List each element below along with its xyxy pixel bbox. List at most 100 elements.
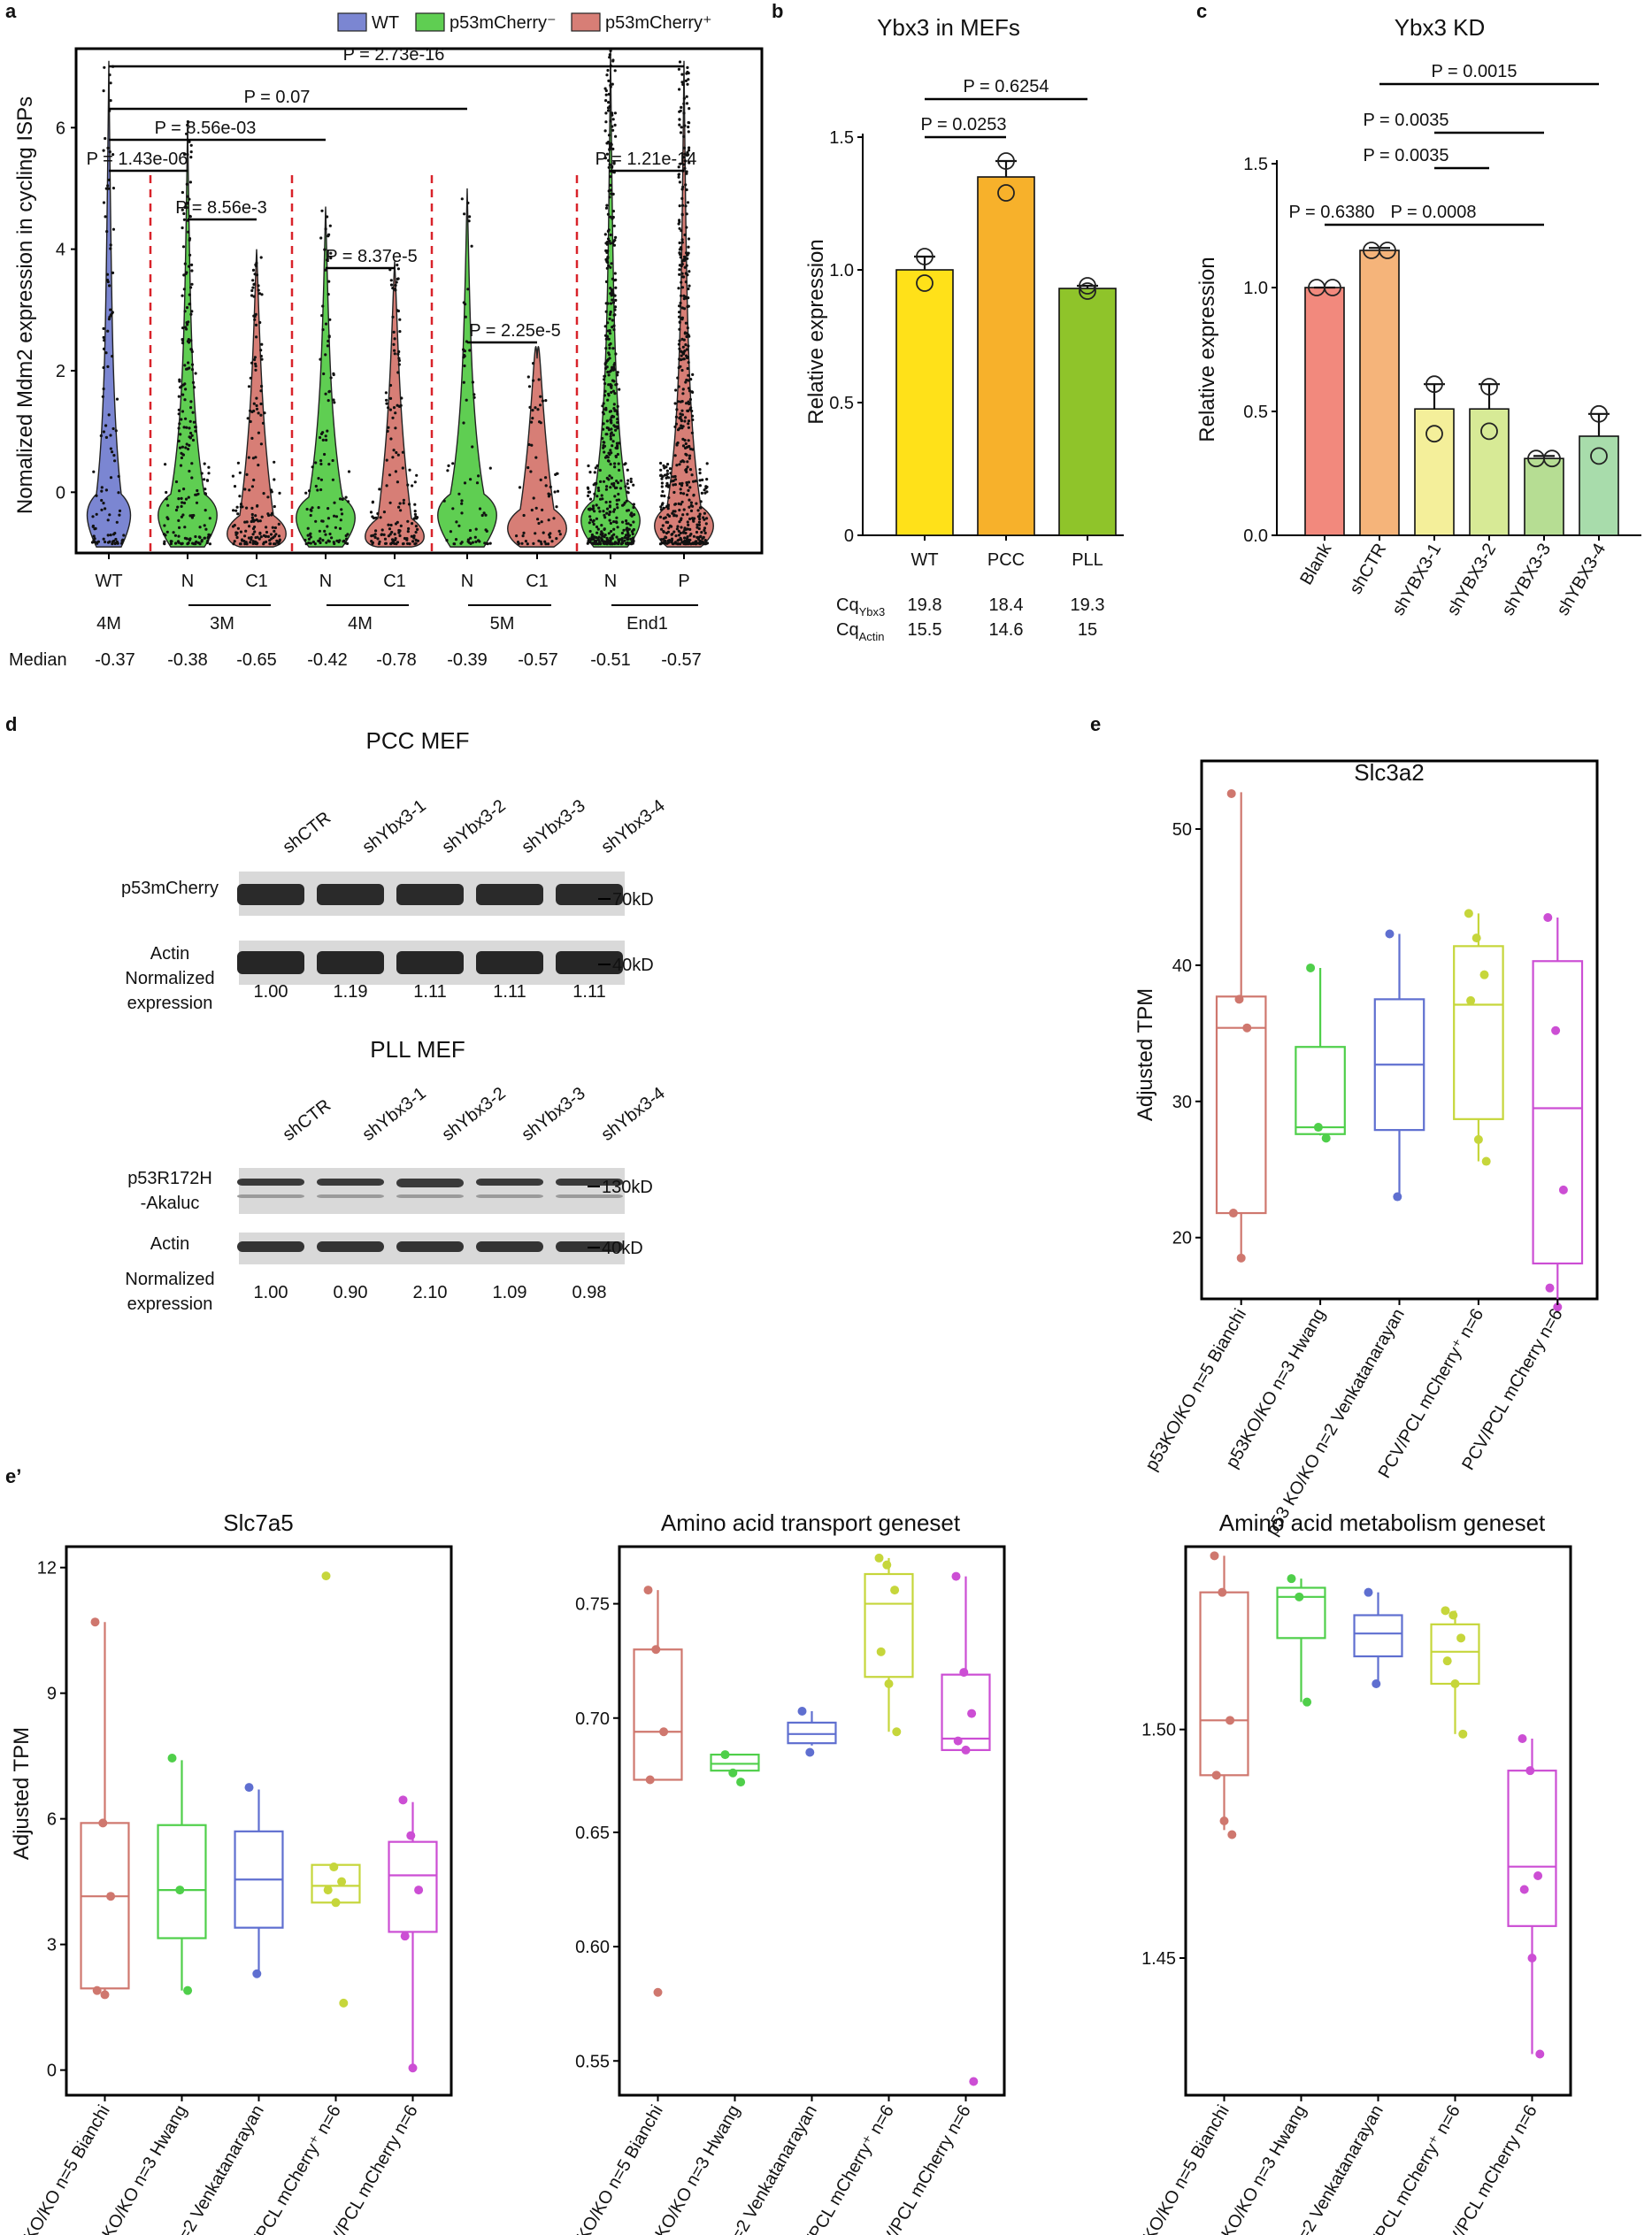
lane-label-pcc: shYbx3-3 <box>519 796 589 857</box>
blot-band-pll <box>476 1241 543 1252</box>
bar-chart-c: Ybx3 KD Relative expression 0.0 0.5 1.0 1.5… <box>1195 14 1641 618</box>
data-point-1 <box>1079 277 1096 295</box>
data-point-6 <box>1448 1610 1458 1620</box>
box-plot-e-prime-3: Amino acid metabolism geneset 1.45 1.50 p5… <box>1125 1509 1572 2235</box>
norm-value-pll: 1.09 <box>493 1283 527 1302</box>
violin-4 <box>365 261 425 548</box>
median-row-label: Median <box>9 650 67 670</box>
data-point-5 <box>720 1750 730 1760</box>
comparison-pvalue-2: P = 0.0035 <box>1364 111 1449 130</box>
y-tick-label-a: 0 <box>56 483 65 503</box>
median-value-a: -0.39 <box>447 650 488 670</box>
lane-label-pll: shYbx3-3 <box>519 1084 589 1145</box>
box-4-0 <box>80 1822 130 1990</box>
data-point-2 <box>1324 279 1341 296</box>
blot-band-pll <box>556 1194 623 1198</box>
comparison-pvalue-2: P = 0.0008 <box>1391 203 1477 222</box>
data-point-6 <box>1518 1734 1527 1743</box>
comparison-pvalue-1: P = 0.0253 <box>921 115 1007 134</box>
group-label-a: 3M <box>210 614 234 634</box>
bar-2-4 <box>1524 457 1564 536</box>
data-point-5 <box>643 1586 653 1595</box>
data-point-4 <box>167 1754 177 1763</box>
violins-a <box>86 48 714 548</box>
data-point-5 <box>728 1768 738 1778</box>
data-point-6 <box>1442 1656 1452 1666</box>
data-point-3 <box>1473 1134 1483 1144</box>
cq-actin-value: 15.5 <box>908 620 942 640</box>
chart-title-b: Ybx3 in MEFs <box>877 14 1020 41</box>
y-tick-label-5: 0.70 <box>575 1709 610 1729</box>
comparison-pvalue-a: P = 8.56e-03 <box>155 119 257 138</box>
marker-label-pll: 130kD <box>602 1178 653 1197</box>
data-point-5 <box>959 1668 969 1678</box>
chart-title-e-prime-3: Amino acid metabolism geneset <box>1219 1509 1546 1536</box>
data-point-4 <box>183 1985 193 1995</box>
y-tick-label-5: 0.65 <box>575 1824 610 1843</box>
box-6-1 <box>1276 1586 1326 1640</box>
norm-value-pll: 2.10 <box>413 1283 448 1302</box>
y-tick-label-5: 0.75 <box>575 1595 610 1615</box>
lane-label-pll: shYbx3-4 <box>598 1084 669 1145</box>
violin-points-8 <box>658 60 710 546</box>
data-point-5 <box>876 1647 886 1656</box>
data-point-5 <box>736 1778 746 1787</box>
group-label-a: 5M <box>490 614 515 634</box>
blot-band-pll <box>476 1179 543 1186</box>
norm-label-pll: expression <box>127 1294 213 1314</box>
data-point-3 <box>1226 788 1236 798</box>
blot-band-pll <box>237 1194 304 1198</box>
data-point-2 <box>1590 404 1608 423</box>
violin-points-0 <box>90 65 126 546</box>
data-point-5 <box>882 1560 892 1570</box>
cq-ybx3-cq: Cq <box>836 595 859 615</box>
lane-label-pcc: shYbx3-4 <box>598 796 669 857</box>
violin-8 <box>654 60 714 548</box>
cq-actin-sub: Actin <box>859 630 885 643</box>
data-point-2 <box>1379 242 1396 259</box>
box-5-3 <box>864 1572 914 1678</box>
cq-ybx3-label: CqYbx3 <box>836 595 885 618</box>
data-point-6 <box>1450 1679 1460 1688</box>
y-tick-label-5: 0.60 <box>575 1938 610 1957</box>
y-tick-label-3: 20 <box>1172 1229 1192 1248</box>
median-value-a: -0.38 <box>167 650 208 670</box>
y-tick-label-1: 0.5 <box>829 394 854 413</box>
violin-points-2 <box>231 256 282 546</box>
data-point-5 <box>653 1987 663 1997</box>
data-point-6 <box>1227 1830 1237 1839</box>
x-tick-label-4: p53KO/KO n=5 Bianchi <box>5 2102 114 2235</box>
box-3-3 <box>1453 945 1504 1120</box>
lane-label-pcc: shYbx3-1 <box>359 796 430 857</box>
y-tick-label-6: 1.50 <box>1141 1721 1176 1740</box>
data-point-5 <box>890 1586 900 1595</box>
bar-chart-b: Ybx3 in MEFs Relative expression 0 0.5 1.0… <box>804 14 1124 643</box>
data-point-4 <box>175 1886 185 1895</box>
violin-points-6 <box>515 362 562 546</box>
x-tick-label-a: C1 <box>526 572 549 591</box>
blot-band-pcc <box>556 951 623 974</box>
bars-b: 0 0.5 1.0 1.5 WT PCC PLL P = 0.6254 P = 0.0253 <box>829 77 1124 570</box>
data-point-5 <box>967 1709 977 1718</box>
chart-title-e-prime-1: Slc7a5 <box>223 1509 294 1536</box>
norm-value-pcc: 1.19 <box>334 982 368 1002</box>
data-point-4 <box>414 1886 424 1895</box>
legend-swatch-neg <box>415 12 445 32</box>
data-point-6 <box>1364 1587 1373 1597</box>
blot-band-pll <box>556 1179 623 1186</box>
group-dividers-a <box>149 175 579 553</box>
lane-label-pll: shYbx3-1 <box>359 1084 430 1145</box>
y-tick-label-5: 0.55 <box>575 2052 610 2071</box>
median-value-a: -0.51 <box>590 650 631 670</box>
blot-row-label-pll: p53R172H <box>127 1169 212 1188</box>
cq-ybx3-value: 18.4 <box>989 595 1024 615</box>
box-3-0 <box>1215 995 1267 1215</box>
legend-swatch-pos <box>571 12 601 32</box>
data-point-3 <box>1543 913 1553 923</box>
blot-band-pcc <box>476 884 543 905</box>
violin-points-4 <box>369 263 420 546</box>
violin-points-7 <box>586 49 636 546</box>
x-tick-label-1: PLL <box>1072 550 1103 570</box>
box-6-2 <box>1353 1614 1403 1658</box>
